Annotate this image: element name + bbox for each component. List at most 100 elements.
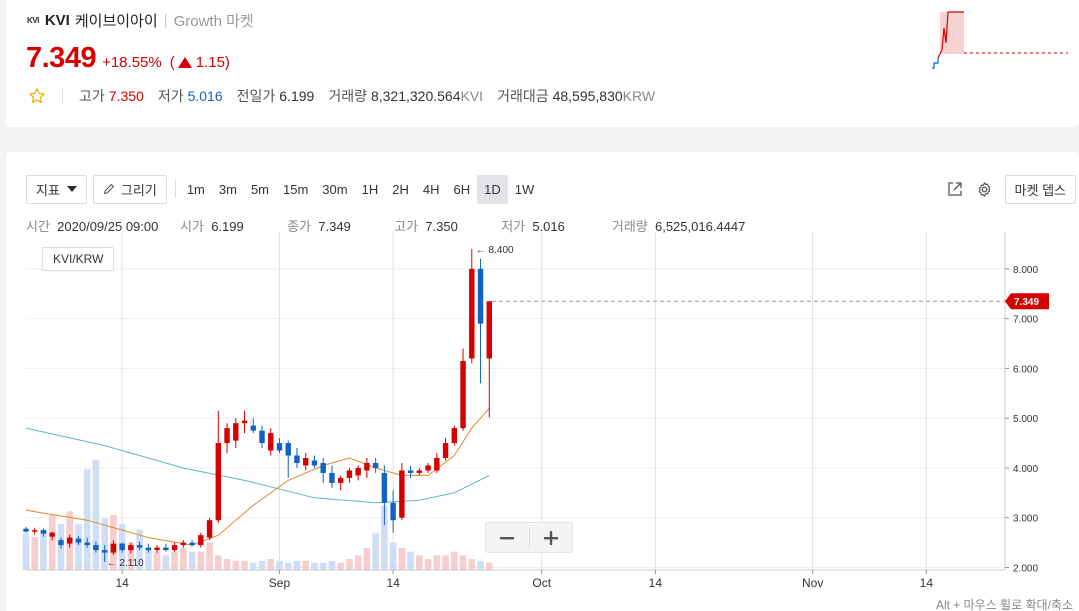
interval-6h[interactable]: 6H (453, 181, 471, 197)
chart-toolbar: 지표 그리기 1m 3m 5m 15m 30m 1H 2H 4H 6H 1D 1W 마켓 뎁스 (26, 174, 1076, 204)
change-value: 1.15) (195, 54, 230, 71)
volume-bar (22, 533, 30, 570)
price-row: 7.349 +18.55% (1.15) (26, 42, 230, 75)
candle-body (128, 545, 134, 551)
candle-body (276, 443, 283, 451)
ohlc-legend: 시간 2020/09/25 09:00 시가 6.199 종가 7.349 고가… (26, 216, 745, 235)
mini-line-up (937, 11, 964, 59)
volume-bar (407, 551, 414, 570)
volume-bar (477, 560, 484, 570)
ohlc-high-label: 고가 (394, 219, 419, 234)
chevron-down-icon (66, 186, 77, 192)
interval-1d[interactable]: 1D (477, 174, 508, 204)
ohlc-time: 2020/09/25 09:00 (57, 219, 159, 234)
interval-3m[interactable]: 3m (218, 181, 237, 197)
candle-body (23, 528, 29, 532)
volume-bar (363, 548, 371, 570)
x-tick-label: Nov (802, 576, 823, 590)
volume-bar (232, 560, 240, 570)
min-price-label: ← 2.110 (107, 558, 144, 569)
volume-bar (389, 542, 397, 570)
minus-icon (500, 536, 515, 539)
volume-bar (153, 551, 161, 570)
candle-body (145, 547, 152, 551)
volume-bar (188, 551, 196, 570)
mini-line-down (932, 58, 939, 69)
candle-body (303, 458, 309, 466)
candle-body (477, 268, 484, 324)
chart-card: 지표 그리기 1m 3m 5m 15m 30m 1H 2H 4H 6H 1D 1W 마켓 뎁스 시간… (6, 152, 1079, 611)
volume-bar (354, 555, 362, 570)
toolbar-divider (174, 180, 176, 198)
interval-2h[interactable]: 2H (392, 181, 409, 197)
volume-bar (424, 559, 432, 570)
stats-divider (62, 89, 63, 103)
stat-prev-close: 전일가 6.199 (236, 88, 315, 104)
popout-icon[interactable] (945, 179, 965, 199)
candle-body (154, 547, 160, 551)
candle-body (372, 462, 379, 468)
volume-bar (485, 562, 493, 570)
coin-symbol: KVI (44, 12, 70, 29)
volume-bar (101, 518, 108, 570)
y-tick-label: 6.000 (1013, 364, 1038, 375)
candle-body (101, 550, 108, 553)
candle-body (390, 502, 396, 521)
candle-body (486, 301, 492, 359)
candle-body (337, 477, 344, 483)
candle-body (241, 420, 248, 424)
volume-bar (40, 529, 47, 570)
zoom-hint: Alt + 마우스 휠로 확대/축소 (935, 598, 1073, 611)
interval-1m[interactable]: 1m (186, 181, 205, 197)
volume-bar (416, 555, 423, 570)
candle-body (451, 428, 458, 444)
volume-bar (293, 560, 301, 570)
ohlc-low-label: 저가 (501, 219, 526, 234)
interval-1h[interactable]: 1H (361, 181, 379, 197)
zoom-in-button[interactable] (530, 523, 573, 552)
x-tick-label: 14 (920, 576, 934, 590)
draw-button[interactable]: 그리기 (92, 174, 167, 204)
volume-bar (258, 560, 266, 570)
candle-body (329, 472, 335, 483)
volume-bar (214, 555, 222, 570)
last-price-tag (1005, 293, 1049, 310)
indicator-label: 지표 (36, 182, 60, 198)
candlestick-chart[interactable]: ← 8.400 ← 2.110 8.000 7.000 6.000 5.000 4.000 3… (6, 152, 1079, 611)
interval-15m[interactable]: 15m (283, 181, 309, 197)
candle-body (66, 537, 73, 544)
draw-label: 그리기 (120, 182, 157, 198)
candle-body (233, 423, 239, 441)
volume-bar (276, 560, 283, 570)
zoom-control (485, 522, 573, 553)
candle-body (346, 470, 353, 478)
candle-body (119, 543, 125, 551)
interval-4h[interactable]: 4H (422, 181, 440, 197)
y-tick-label: 7.000 (1013, 315, 1038, 326)
gear-icon[interactable] (975, 179, 995, 199)
volume-bar (180, 548, 187, 570)
x-tick-label: 14 (649, 576, 663, 590)
market-depth-label: 마켓 뎁스 (1014, 182, 1066, 198)
candle-body (110, 543, 117, 553)
ohlc-time-label: 시간 (26, 219, 50, 234)
zoom-divider (528, 527, 530, 548)
ohlc-close-label: 종가 (287, 219, 312, 234)
candle-body (49, 532, 55, 537)
interval-1w[interactable]: 1W (514, 181, 535, 197)
candle-body (434, 458, 440, 471)
volume-bar (127, 542, 135, 570)
toolbar-right: 마켓 뎁스 (945, 174, 1076, 204)
ma-long-line (25, 427, 490, 504)
interval-5m[interactable]: 5m (250, 181, 269, 197)
ohlc-open-label: 시가 (180, 219, 204, 234)
star-icon[interactable] (28, 87, 46, 105)
y-tick-label: 2.000 (1013, 564, 1038, 575)
indicator-button[interactable]: 지표 (26, 174, 87, 204)
zoom-out-button[interactable] (486, 523, 529, 552)
market-depth-button[interactable]: 마켓 뎁스 (1004, 174, 1076, 204)
candle-body (425, 465, 431, 471)
volume-bar (337, 562, 345, 570)
interval-group: 1m 3m 5m 15m 30m 1H 2H 4H 6H 1D 1W (180, 174, 541, 204)
interval-30m[interactable]: 30m (322, 181, 348, 197)
